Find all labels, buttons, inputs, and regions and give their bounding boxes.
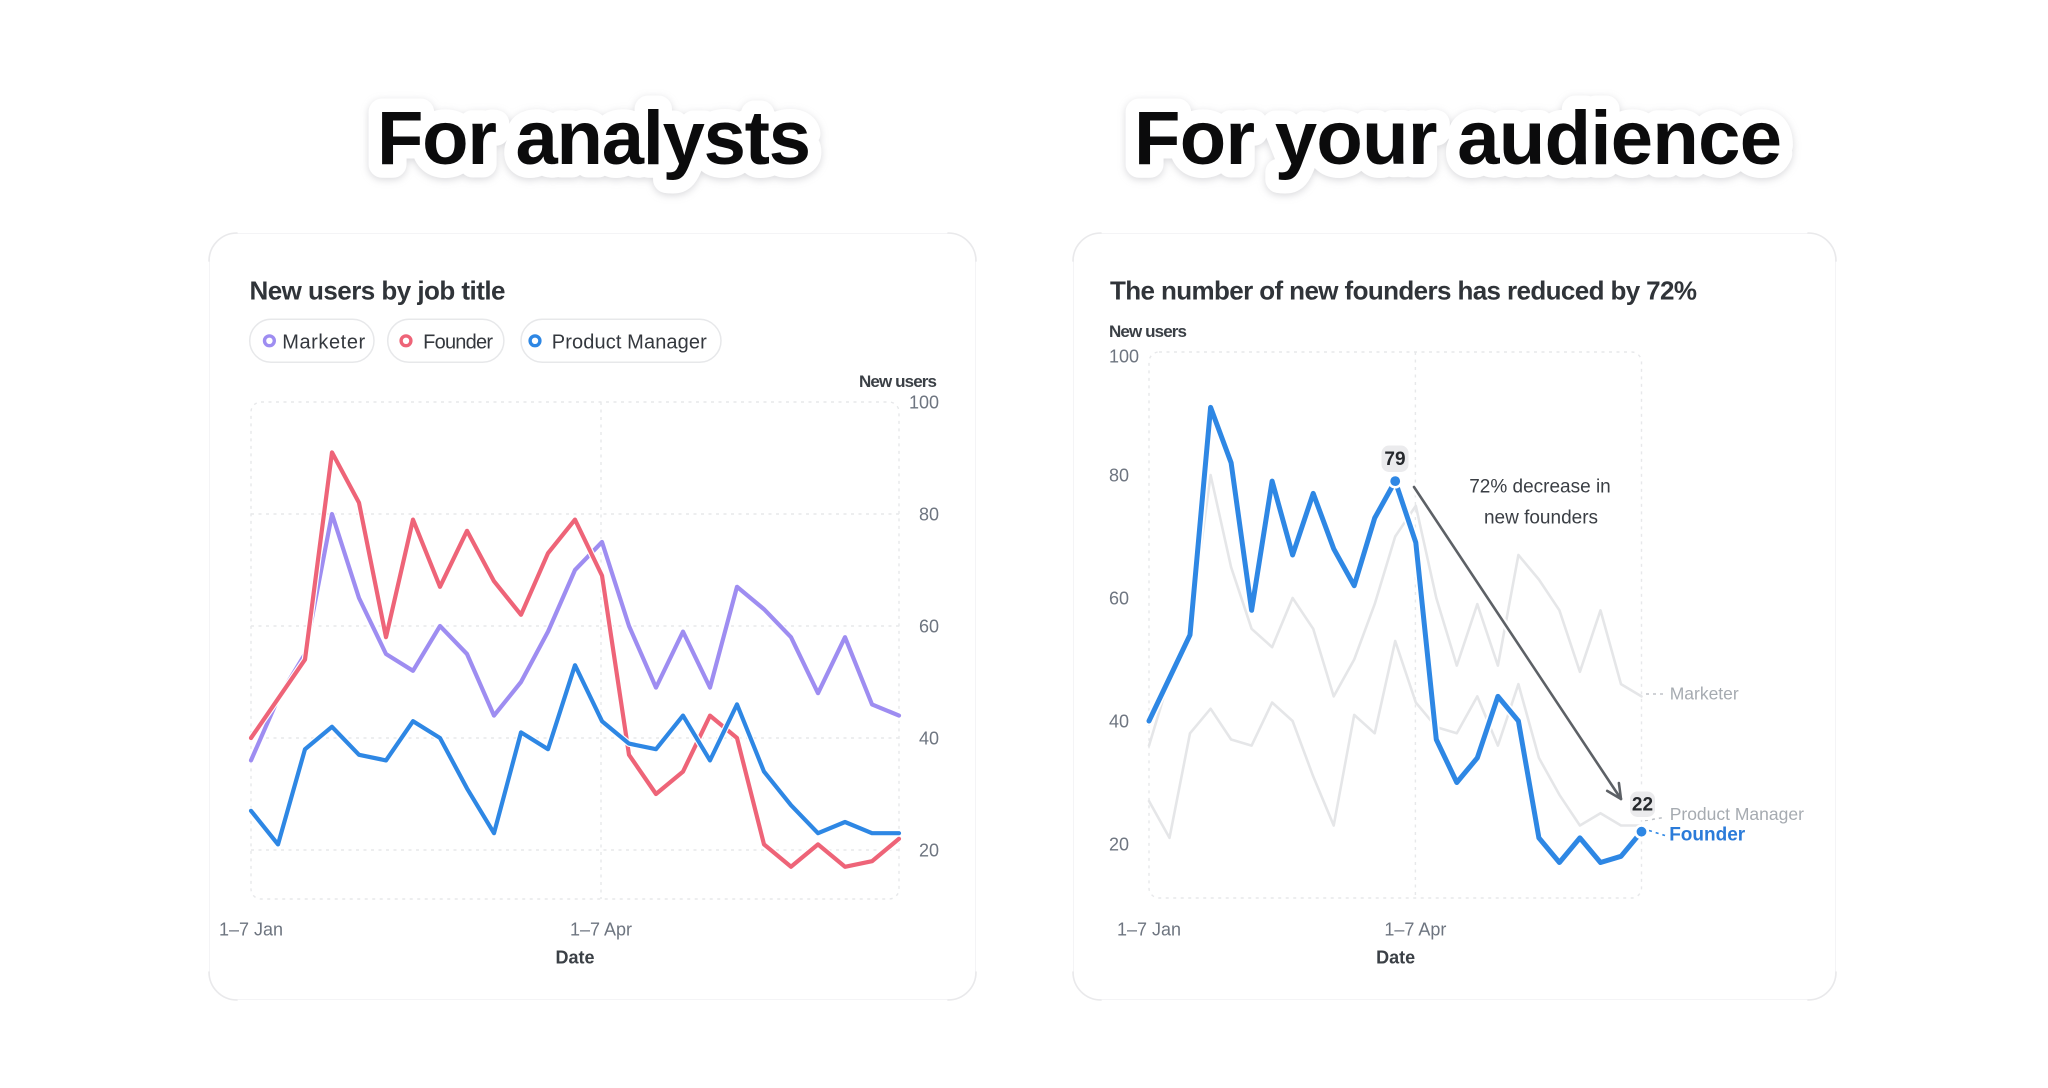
svg-text:40: 40	[1109, 712, 1129, 732]
svg-text:New users: New users	[1109, 322, 1187, 341]
svg-text:Date: Date	[1376, 948, 1415, 968]
svg-text:Date: Date	[555, 948, 594, 968]
svg-text:For your audience: For your audience	[1134, 96, 1782, 181]
svg-text:New users by job title: New users by job title	[250, 276, 506, 306]
svg-text:80: 80	[1109, 466, 1129, 486]
svg-text:new founders: new founders	[1484, 508, 1598, 529]
svg-text:100: 100	[1109, 347, 1139, 367]
svg-text:1–7 Apr: 1–7 Apr	[570, 920, 632, 940]
svg-text:Product Manager: Product Manager	[1670, 804, 1804, 824]
svg-text:1–7 Apr: 1–7 Apr	[1384, 920, 1446, 940]
svg-text:Product Manager: Product Manager	[552, 332, 707, 354]
svg-text:100: 100	[909, 393, 939, 413]
svg-text:Marketer: Marketer	[282, 332, 365, 354]
svg-text:80: 80	[919, 505, 939, 525]
svg-text:1–7 Jan: 1–7 Jan	[1117, 920, 1181, 940]
svg-text:Founder: Founder	[423, 332, 493, 354]
svg-text:20: 20	[1109, 835, 1129, 855]
svg-text:For analysts: For analysts	[377, 96, 811, 181]
svg-text:40: 40	[919, 729, 939, 749]
svg-text:Marketer: Marketer	[1670, 684, 1739, 704]
svg-text:79: 79	[1384, 449, 1405, 470]
svg-text:New users: New users	[859, 372, 937, 391]
svg-text:For your audience: For your audience	[1134, 96, 1782, 181]
svg-text:20: 20	[919, 841, 939, 861]
svg-text:Founder: Founder	[1669, 825, 1746, 846]
svg-text:60: 60	[1109, 589, 1129, 609]
svg-text:For analysts: For analysts	[377, 96, 811, 181]
svg-text:The number of new founders has: The number of new founders has reduced b…	[1110, 276, 1697, 306]
svg-text:60: 60	[919, 617, 939, 637]
svg-text:72% decrease in: 72% decrease in	[1469, 477, 1611, 498]
svg-text:22: 22	[1632, 795, 1653, 816]
svg-text:1–7 Jan: 1–7 Jan	[219, 920, 283, 940]
